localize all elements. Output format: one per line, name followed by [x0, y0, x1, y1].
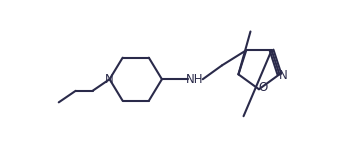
Text: N: N	[279, 69, 288, 82]
Text: N: N	[105, 73, 114, 86]
Text: O: O	[258, 81, 268, 94]
Text: NH: NH	[186, 73, 204, 86]
